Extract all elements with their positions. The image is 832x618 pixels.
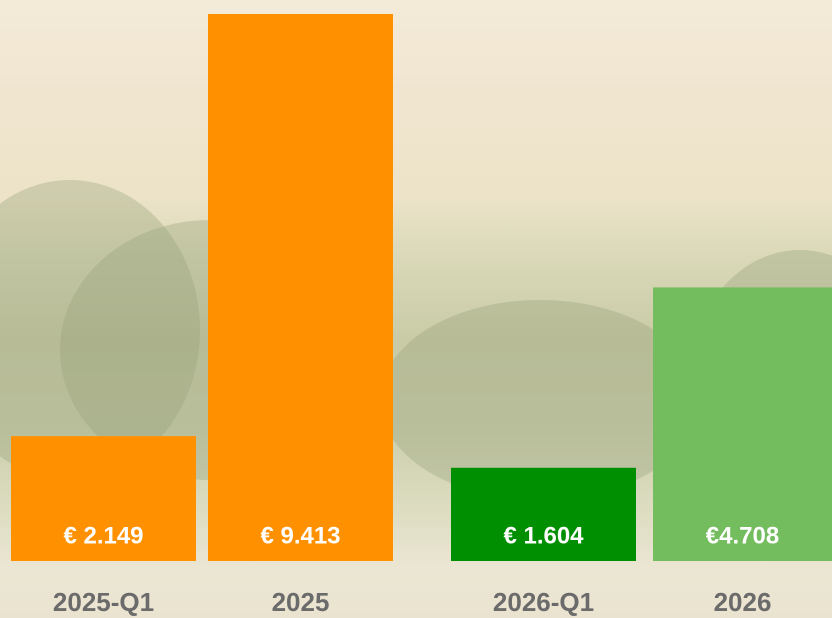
x-tick-label: 2025-Q1	[53, 587, 154, 617]
bar	[208, 14, 393, 561]
screen: € 2.149 2025-Q1 € 9.413 2025 € 1.604 2026-Q1 €…	[0, 0, 832, 618]
bar	[653, 287, 832, 561]
value-label: € 2.149	[63, 522, 143, 549]
value-label: € 1.604	[503, 522, 584, 549]
x-tick-label: 2026-Q1	[493, 587, 594, 617]
x-tick-label: 2026	[714, 587, 772, 617]
value-label: € 9.413	[260, 522, 340, 549]
x-tick-label: 2025	[272, 587, 330, 617]
value-label: €4.708	[706, 522, 779, 549]
chart: € 2.149 2025-Q1 € 9.413 2025 € 1.604 2026-Q1 €…	[0, 0, 832, 618]
